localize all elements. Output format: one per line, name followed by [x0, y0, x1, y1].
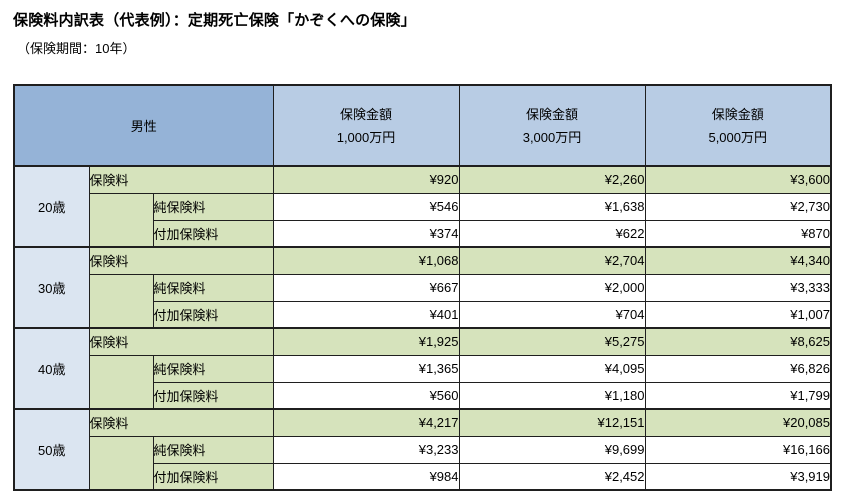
premium-value-cell: ¥5,275 — [458, 327, 646, 356]
premium-row-age20: 20歳 保険料 ¥920 ¥2,260 ¥3,600 — [13, 165, 832, 248]
indent-spacer-cell — [88, 435, 154, 491]
pure-premium-value-cell: ¥1,365 — [272, 354, 460, 383]
pure-premium-value-cell: ¥9,699 — [458, 435, 646, 464]
premium-value-cell: ¥1,925 — [272, 327, 460, 356]
premium-row-age40: 40歳 保険料 ¥1,925 ¥5,275 ¥8,625 — [13, 327, 832, 410]
column-header-5000: 保険金額 5,000万円 — [644, 84, 832, 167]
indent-spacer-cell — [88, 192, 154, 248]
pure-premium-value-cell: ¥667 — [272, 273, 460, 302]
loading-premium-row-age50: 付加保険料 ¥984 ¥2,452 ¥3,919 — [14, 462, 832, 491]
premium-value-cell: ¥920 — [272, 165, 460, 194]
age-cell-20: 20歳 — [13, 165, 90, 248]
pure-premium-value-cell: ¥4,095 — [458, 354, 646, 383]
pure-premium-row-age40: 純保険料 ¥1,365 ¥4,095 ¥6,826 — [14, 354, 832, 410]
loading-premium-value-cell: ¥401 — [272, 300, 460, 329]
column-header-1000: 保険金額 1,000万円 — [272, 84, 460, 167]
gender-header-cell: 男性 — [13, 84, 274, 167]
age-cell-40: 40歳 — [13, 327, 90, 410]
column-header-label: 保険金額 — [711, 106, 764, 122]
loading-premium-value-cell: ¥560 — [272, 381, 460, 410]
pure-premium-label-cell: 純保険料 — [152, 354, 274, 383]
column-header-label: 保険金額 — [525, 106, 578, 122]
premium-label-cell: 保険料 — [88, 165, 274, 194]
column-header-label: 保険金額 — [339, 106, 392, 122]
premium-value-cell: ¥2,704 — [458, 246, 646, 275]
column-header-amount: 3,000万円 — [522, 129, 582, 145]
loading-premium-value-cell: ¥374 — [272, 219, 460, 248]
premium-value-cell: ¥20,085 — [644, 408, 832, 437]
premium-label-cell: 保険料 — [88, 327, 274, 356]
loading-premium-value-cell: ¥1,180 — [458, 381, 646, 410]
pure-premium-value-cell: ¥16,166 — [644, 435, 832, 464]
pure-premium-row-age20: 純保険料 ¥546 ¥1,638 ¥2,730 — [14, 192, 832, 248]
pure-premium-label-cell: 純保険料 — [152, 273, 274, 302]
column-header-amount: 1,000万円 — [336, 129, 396, 145]
page-subtitle: （保険期間：10年） — [17, 41, 136, 56]
premium-value-cell: ¥2,260 — [458, 165, 646, 194]
loading-premium-label-cell: 付加保険料 — [152, 219, 274, 248]
loading-premium-row-age20: 付加保険料 ¥374 ¥622 ¥870 — [14, 219, 832, 248]
age-cell-30: 30歳 — [13, 246, 90, 329]
loading-premium-value-cell: ¥3,919 — [644, 462, 832, 491]
pure-premium-value-cell: ¥3,233 — [272, 435, 460, 464]
premium-label-cell: 保険料 — [88, 246, 274, 275]
table-header-row: 男性 保険金額 1,000万円 保険金額 3,000万円 保険金額 5,000万… — [13, 84, 832, 167]
page-title: 保険料内訳表（代表例）：定期死亡保険「かぞくへの保険」 — [13, 12, 416, 29]
loading-premium-label-cell: 付加保険料 — [152, 462, 274, 491]
loading-premium-value-cell: ¥1,007 — [644, 300, 832, 329]
premium-row-age50: 50歳 保険料 ¥4,217 ¥12,151 ¥20,085 — [13, 408, 832, 491]
premium-value-cell: ¥8,625 — [644, 327, 832, 356]
loading-premium-value-cell: ¥1,799 — [644, 381, 832, 410]
premium-value-cell: ¥3,600 — [644, 165, 832, 194]
pure-premium-value-cell: ¥546 — [272, 192, 460, 221]
pure-premium-value-cell: ¥2,730 — [644, 192, 832, 221]
premium-value-cell: ¥4,217 — [272, 408, 460, 437]
premium-row-age30: 30歳 保険料 ¥1,068 ¥2,704 ¥4,340 — [13, 246, 832, 329]
loading-premium-row-age30: 付加保険料 ¥401 ¥704 ¥1,007 — [14, 300, 832, 329]
loading-premium-label-cell: 付加保険料 — [152, 300, 274, 329]
pure-premium-row-age50: 純保険料 ¥3,233 ¥9,699 ¥16,166 — [14, 435, 832, 491]
pure-premium-value-cell: ¥1,638 — [458, 192, 646, 221]
loading-premium-value-cell: ¥2,452 — [458, 462, 646, 491]
loading-premium-value-cell: ¥622 — [458, 219, 646, 248]
loading-premium-row-age40: 付加保険料 ¥560 ¥1,180 ¥1,799 — [14, 381, 832, 410]
indent-spacer-cell — [88, 273, 154, 329]
pure-premium-value-cell: ¥3,333 — [644, 273, 832, 302]
premium-value-cell: ¥12,151 — [458, 408, 646, 437]
loading-premium-value-cell: ¥984 — [272, 462, 460, 491]
premium-value-cell: ¥4,340 — [644, 246, 832, 275]
loading-premium-value-cell: ¥870 — [644, 219, 832, 248]
indent-spacer-cell — [88, 354, 154, 410]
loading-premium-label-cell: 付加保険料 — [152, 381, 274, 410]
pure-premium-label-cell: 純保険料 — [152, 435, 274, 464]
column-header-3000: 保険金額 3,000万円 — [458, 84, 646, 167]
pure-premium-row-age30: 純保険料 ¥667 ¥2,000 ¥3,333 — [14, 273, 832, 329]
premium-breakdown-table: 男性 保険金額 1,000万円 保険金額 3,000万円 保険金額 5,000万… — [13, 84, 832, 491]
age-cell-50: 50歳 — [13, 408, 90, 491]
premium-label-cell: 保険料 — [88, 408, 274, 437]
column-header-amount: 5,000万円 — [708, 129, 768, 145]
pure-premium-value-cell: ¥6,826 — [644, 354, 832, 383]
pure-premium-value-cell: ¥2,000 — [458, 273, 646, 302]
loading-premium-value-cell: ¥704 — [458, 300, 646, 329]
premium-value-cell: ¥1,068 — [272, 246, 460, 275]
pure-premium-label-cell: 純保険料 — [152, 192, 274, 221]
